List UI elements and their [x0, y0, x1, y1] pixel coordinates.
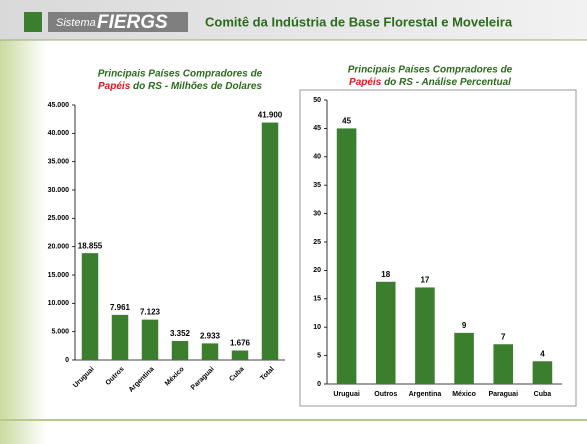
logo-icon [24, 12, 42, 32]
y-tick-label: 25 [313, 239, 321, 246]
chart-title: Papéis do RS - Milhões de Dolares [98, 81, 262, 92]
value-label: 41.900 [258, 111, 283, 120]
bar [231, 350, 249, 360]
y-tick-label: 20 [313, 267, 321, 274]
y-tick-label: 0 [317, 381, 321, 388]
bar [171, 341, 189, 360]
title-part: do RS - Análise Percentual [384, 77, 511, 88]
value-label: 1.676 [230, 339, 251, 348]
bar [111, 314, 129, 360]
x-tick-label: Uruguai [333, 391, 360, 398]
y-tick-label: 40 [313, 154, 321, 161]
value-label: 18 [381, 270, 390, 279]
bar [415, 287, 435, 384]
value-label: 7 [501, 332, 506, 341]
y-tick-label: 15.000 [48, 272, 70, 279]
value-label: 18.855 [78, 241, 103, 250]
bar [454, 332, 474, 384]
y-tick-label: 30.000 [48, 187, 70, 194]
y-tick-label: 50 [313, 97, 321, 104]
header-title: Comitê da Indústria de Base Florestal e … [205, 14, 513, 29]
x-tick-label: Cuba [534, 391, 552, 398]
y-tick-label: 25.000 [48, 215, 70, 222]
bar [375, 281, 396, 384]
y-tick-label: 5.000 [51, 329, 69, 336]
y-tick-label: 15 [313, 296, 321, 303]
x-tick-label: Outros [374, 391, 397, 398]
bar [81, 253, 99, 360]
x-tick-label: México [452, 391, 476, 398]
chart-title: Principais Países Compradores de [98, 69, 263, 80]
bar [493, 344, 514, 384]
y-tick-label: 35 [313, 182, 321, 189]
y-tick-label: 40.000 [48, 130, 70, 137]
x-tick-label: Argentina [409, 391, 442, 398]
chart-title: Principais Países Compradores de [348, 65, 513, 76]
value-label: 3.352 [170, 329, 191, 338]
y-tick-label: 30 [313, 210, 321, 217]
y-tick-label: 45 [313, 125, 321, 132]
title-part: Papéis [349, 77, 382, 88]
value-label: 7.123 [140, 308, 161, 317]
bar [261, 122, 279, 360]
y-tick-label: 10.000 [48, 300, 70, 307]
value-label: 9 [462, 321, 467, 330]
y-tick-label: 5 [317, 352, 321, 359]
bar [141, 319, 159, 360]
logo-box [48, 12, 188, 32]
value-label: 2.933 [200, 331, 221, 340]
title-part: do RS - Milhões de Dolares [133, 81, 262, 92]
y-tick-label: 0 [65, 357, 69, 364]
value-label: 4 [540, 349, 545, 358]
value-label: 45 [342, 117, 351, 126]
title-part: Papéis [98, 81, 131, 92]
bar [201, 343, 219, 360]
logo-text: Sistema [56, 17, 96, 29]
chart-title: Papéis do RS - Análise Percentual [349, 77, 511, 88]
bar [532, 361, 553, 384]
y-tick-label: 45.000 [48, 102, 70, 109]
value-label: 17 [420, 276, 429, 285]
value-label: 7.961 [110, 303, 131, 312]
x-tick-label: Paraguai [488, 391, 518, 398]
logo-text: FIERGS [97, 12, 168, 33]
bar [336, 128, 357, 384]
y-tick-label: 35.000 [48, 159, 70, 166]
y-tick-label: 10 [313, 324, 321, 331]
y-tick-label: 20.000 [48, 244, 70, 251]
